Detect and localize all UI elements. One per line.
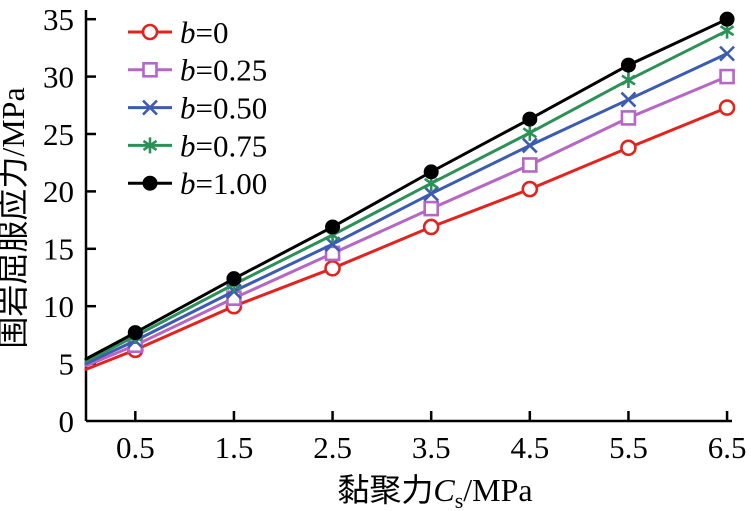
series-line xyxy=(84,75,729,368)
square-open-icon xyxy=(324,245,341,262)
circle-open-icon xyxy=(324,260,341,277)
circle-filled-icon xyxy=(620,57,636,73)
data-marker-circle-filled xyxy=(719,11,735,27)
circle-open-icon xyxy=(422,218,440,236)
circle-filled-icon xyxy=(719,11,735,27)
data-marker-x xyxy=(142,99,158,116)
data-marker-x xyxy=(620,91,637,108)
x-tick-label: 2.5 xyxy=(313,430,352,465)
legend-label: b=0 xyxy=(180,15,228,50)
circle-open-icon xyxy=(718,99,736,116)
series-line xyxy=(84,106,729,371)
series-line xyxy=(84,52,729,366)
y-tick-label: 25 xyxy=(43,117,74,152)
legend: b=0b=0.25b=0.50b=0.75b=1.00 xyxy=(128,15,267,201)
data-marker-asterisk xyxy=(621,72,636,89)
asterisk-icon xyxy=(621,72,636,89)
legend-label: b=0.25 xyxy=(180,53,267,88)
square-open-icon xyxy=(522,157,538,173)
x-icon xyxy=(719,45,735,62)
x-axis-label: 黏聚力Cs/MPa xyxy=(337,472,532,511)
y-tick-label: 35 xyxy=(43,2,74,37)
y-tick-label: 10 xyxy=(43,289,74,324)
y-tick-label: 0 xyxy=(59,404,75,439)
legend-label: b=1.00 xyxy=(180,166,267,201)
data-marker-circle-open xyxy=(422,218,440,236)
series-b-1-00 xyxy=(84,11,735,361)
y-tick-label: 5 xyxy=(59,346,75,381)
data-marker-asterisk xyxy=(522,124,538,141)
circle-open-icon xyxy=(620,139,637,157)
circle-filled-icon xyxy=(522,111,538,127)
data-marker-circle-filled xyxy=(142,175,158,191)
data-marker-circle-open xyxy=(718,99,736,116)
data-marker-square-open xyxy=(142,61,158,78)
x-icon xyxy=(521,137,538,154)
data-marker-asterisk xyxy=(142,137,158,154)
x-tick-label: 4.5 xyxy=(510,430,549,465)
asterisk-icon xyxy=(142,137,158,154)
legend-item: b=1.00 xyxy=(128,166,267,201)
data-marker-square-open xyxy=(423,200,439,217)
data-marker-circle-open xyxy=(141,23,159,41)
x-tick-label: 6.5 xyxy=(708,430,747,465)
y-tick-label: 30 xyxy=(43,59,74,94)
data-marker-circle-filled xyxy=(522,111,538,127)
x-tick-label: 0.5 xyxy=(116,430,155,465)
circle-filled-icon xyxy=(142,175,158,191)
legend-label: b=0.50 xyxy=(180,90,267,125)
x-icon xyxy=(142,99,158,116)
circle-open-icon xyxy=(141,23,159,41)
asterisk-icon xyxy=(522,124,538,141)
data-marker-x xyxy=(719,45,735,62)
series-b-0-75 xyxy=(84,22,735,363)
y-tick-label: 15 xyxy=(43,232,74,267)
square-open-icon xyxy=(719,68,735,85)
y-axis-label: 围岩屈服应力/MPa xyxy=(0,87,31,348)
circle-filled-icon xyxy=(127,325,143,341)
legend-label: b=0.75 xyxy=(180,128,267,163)
circle-filled-icon xyxy=(226,271,242,287)
circle-filled-icon xyxy=(325,219,341,235)
square-open-icon xyxy=(620,110,637,126)
series-line xyxy=(84,29,729,363)
x-tick-label: 3.5 xyxy=(412,430,451,465)
data-marker-circle-filled xyxy=(127,325,143,341)
square-open-icon xyxy=(423,200,439,217)
data-marker-square-open xyxy=(620,110,637,126)
series-line xyxy=(84,17,729,361)
x-tick-label: 5.5 xyxy=(609,430,648,465)
data-marker-circle-open xyxy=(521,180,539,198)
data-marker-circle-open xyxy=(620,139,637,157)
legend-item: b=0.50 xyxy=(128,90,267,125)
circle-open-icon xyxy=(521,180,539,198)
data-marker-square-open xyxy=(522,157,538,173)
data-marker-circle-filled xyxy=(226,271,242,287)
x-icon xyxy=(423,185,440,202)
square-open-icon xyxy=(142,61,158,78)
data-marker-circle-open xyxy=(324,260,341,277)
data-marker-x xyxy=(521,137,538,154)
data-marker-x xyxy=(423,185,440,202)
legend-item: b=0 xyxy=(128,15,228,50)
data-marker-circle-filled xyxy=(423,164,439,180)
circle-filled-icon xyxy=(423,164,439,180)
y-tick-label: 20 xyxy=(43,174,74,209)
data-marker-square-open xyxy=(719,68,735,85)
x-tick-label: 1.5 xyxy=(215,430,254,465)
legend-item: b=0.75 xyxy=(128,128,267,163)
data-marker-circle-filled xyxy=(620,57,636,73)
data-marker-circle-filled xyxy=(325,219,341,235)
legend-item: b=0.25 xyxy=(128,53,267,88)
x-icon xyxy=(620,91,637,108)
data-marker-square-open xyxy=(324,245,341,262)
